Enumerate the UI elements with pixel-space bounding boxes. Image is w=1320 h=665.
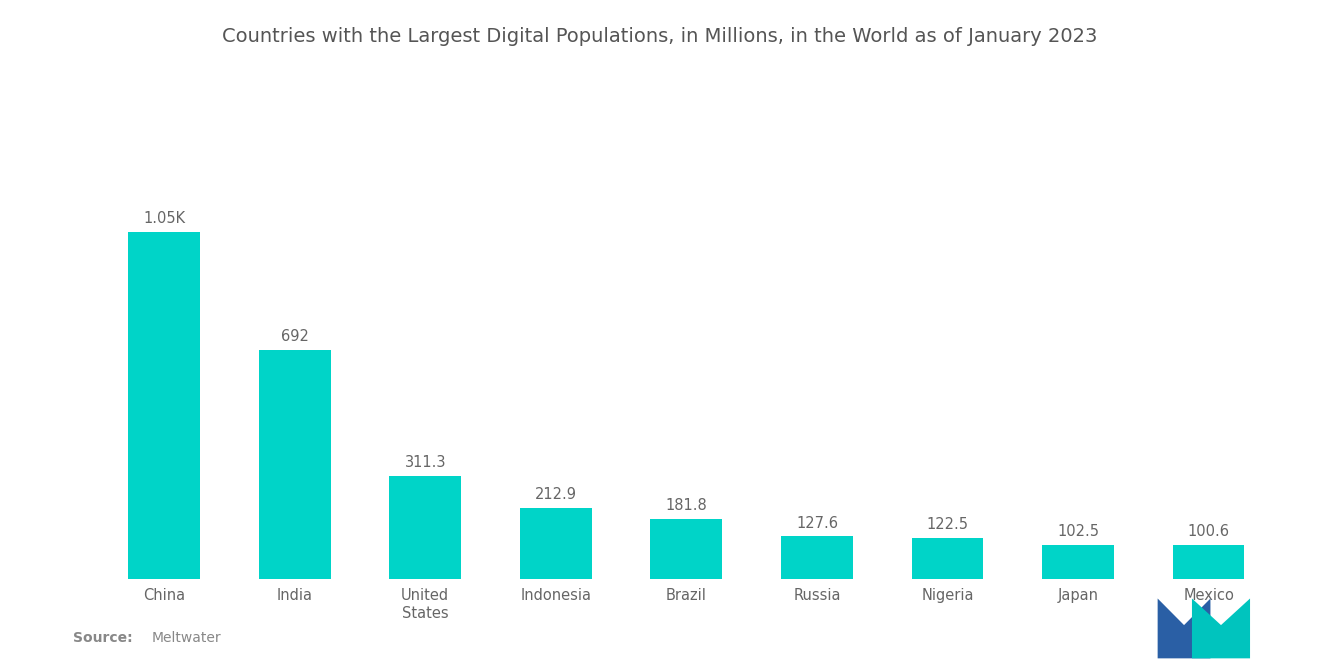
Bar — [389, 476, 461, 579]
Text: 311.3: 311.3 — [404, 455, 446, 470]
Text: Meltwater: Meltwater — [152, 631, 222, 646]
Text: 212.9: 212.9 — [535, 487, 577, 502]
Bar — [912, 538, 983, 579]
Bar — [781, 537, 853, 579]
Text: 102.5: 102.5 — [1057, 524, 1100, 539]
Text: Source:: Source: — [73, 631, 132, 646]
Bar — [1043, 545, 1114, 579]
Text: 1.05K: 1.05K — [143, 211, 185, 226]
Text: 127.6: 127.6 — [796, 515, 838, 531]
Bar — [259, 350, 330, 579]
Bar — [128, 232, 201, 579]
Bar — [520, 508, 591, 579]
Text: 181.8: 181.8 — [665, 497, 708, 513]
Bar — [651, 519, 722, 579]
Text: 122.5: 122.5 — [927, 517, 969, 532]
Text: 692: 692 — [281, 329, 309, 344]
Text: Countries with the Largest Digital Populations, in Millions, in the World as of : Countries with the Largest Digital Popul… — [222, 27, 1098, 46]
Bar — [1172, 545, 1245, 579]
Text: 100.6: 100.6 — [1188, 525, 1230, 539]
